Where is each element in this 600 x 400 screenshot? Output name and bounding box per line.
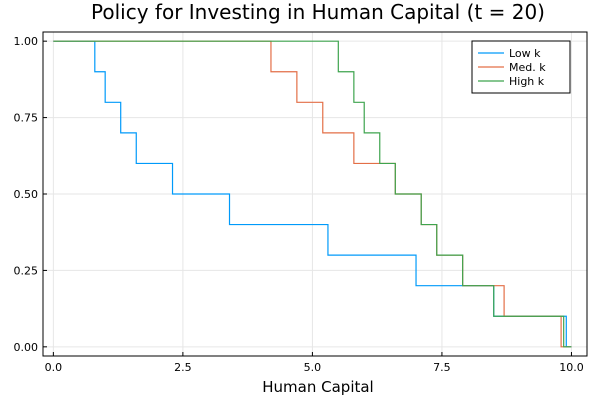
x-tick-label: 7.5 xyxy=(433,361,451,374)
legend-label-med-k: Med. k xyxy=(509,61,546,74)
y-tick-label: 0.25 xyxy=(14,264,39,277)
y-tick-label: 1.00 xyxy=(14,35,39,48)
y-tick-label: 0.75 xyxy=(14,112,39,125)
legend-label-high-k: High k xyxy=(509,75,545,88)
series-lines xyxy=(53,40,572,348)
legend-box xyxy=(471,40,571,94)
x-tick-label: 5.0 xyxy=(304,361,322,374)
x-tick-label: 0.0 xyxy=(45,361,63,374)
chart-title: Policy for Investing in Human Capital (t… xyxy=(91,0,545,24)
y-tick-label: 0.50 xyxy=(14,188,39,201)
legend-label-low-k: Low k xyxy=(509,47,541,60)
x-axis-label: Human Capital xyxy=(262,378,373,396)
x-tick-label: 2.5 xyxy=(174,361,192,374)
axis-ticks: 0.0 2.5 5.0 7.5 10.0 0.00 0.25 0.50 0.75 1.00 xyxy=(14,35,584,374)
y-tick-label: 0.00 xyxy=(14,341,39,354)
x-tick-label: 10.0 xyxy=(559,361,584,374)
series-line-high-k xyxy=(53,40,572,348)
